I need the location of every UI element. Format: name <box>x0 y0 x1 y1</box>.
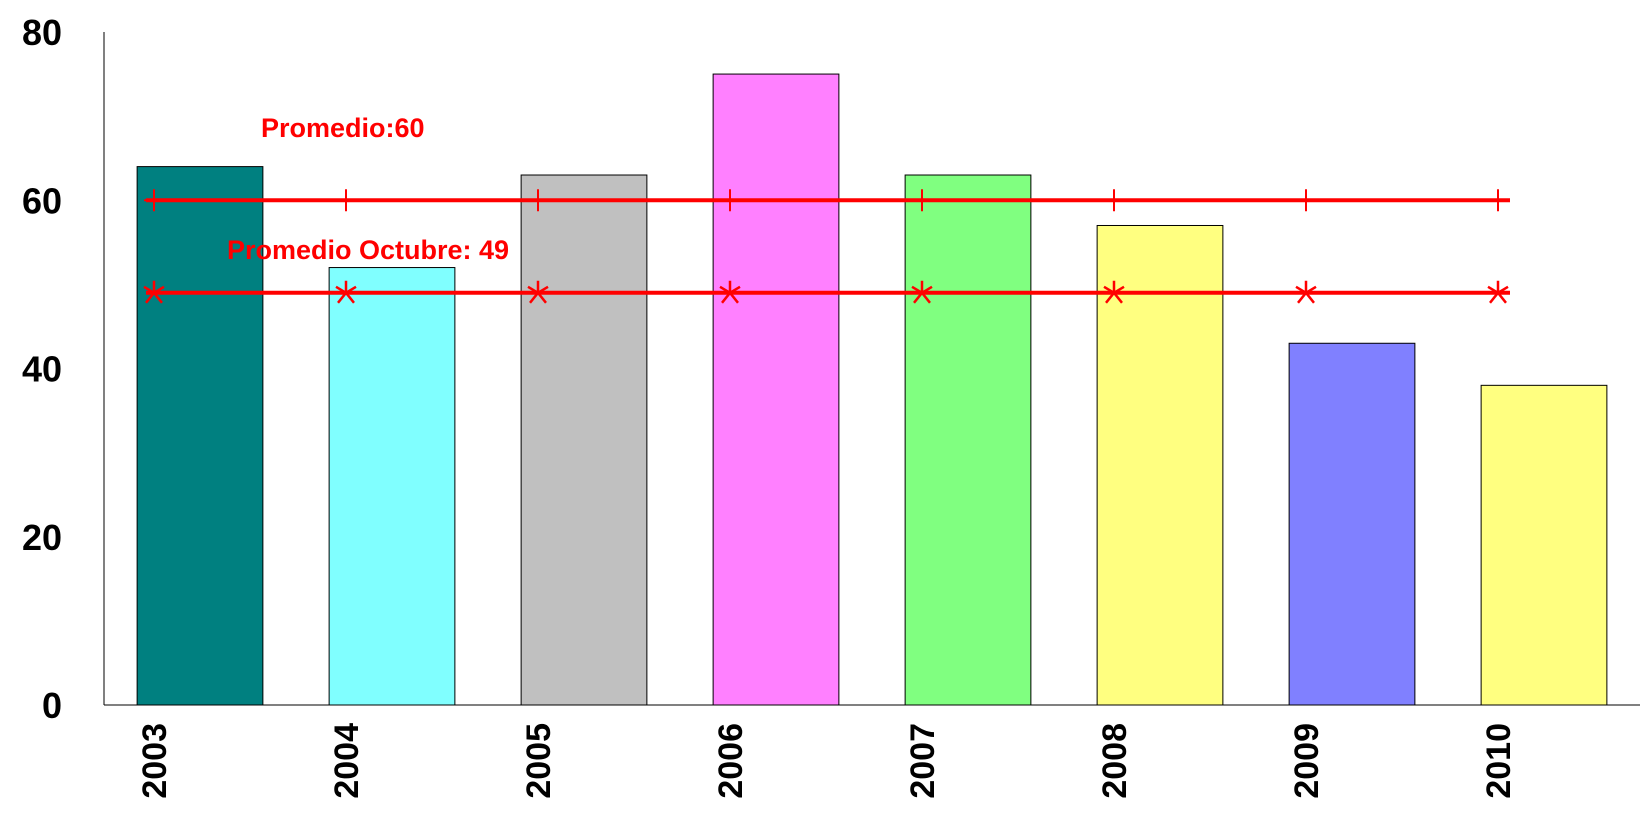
x-axis: 2003 2004 2005 2006 2007 2008 2009 2010 <box>104 704 1640 799</box>
asterisk-marker <box>1487 280 1509 304</box>
asterisk-marker <box>1295 280 1317 304</box>
asterisk-marker <box>143 280 165 304</box>
plus-marker <box>144 189 164 212</box>
asterisk-marker <box>527 280 549 304</box>
x-tick-label: 2004 <box>328 723 366 799</box>
reference-line-49 <box>143 280 1510 304</box>
y-tick-label: 40 <box>22 349 62 390</box>
asterisk-marker <box>719 280 741 304</box>
x-tick-label: 2010 <box>1480 723 1518 799</box>
plus-marker <box>720 189 740 212</box>
reference-line-60 <box>144 189 1510 212</box>
plus-marker <box>336 189 356 212</box>
x-tick-label: 2007 <box>904 723 942 799</box>
plus-marker <box>1488 189 1508 212</box>
asterisk-marker <box>1103 280 1125 304</box>
x-tick-label: 2009 <box>1288 723 1326 799</box>
asterisk-marker <box>335 280 357 304</box>
bar-2004 <box>328 267 456 706</box>
bar-2008 <box>1096 224 1224 706</box>
bar-2010 <box>1480 384 1608 706</box>
asterisk-marker <box>911 280 933 304</box>
bar-2005 <box>520 174 648 706</box>
y-tick-label: 60 <box>22 180 62 221</box>
bar-2007 <box>904 174 1032 706</box>
x-tick-label: 2005 <box>520 723 558 799</box>
plus-marker <box>1104 189 1124 212</box>
y-tick-label: 0 <box>42 685 62 726</box>
x-tick-label: 2008 <box>1096 723 1134 799</box>
reference-lines <box>143 189 1510 304</box>
annotation-promedio: Promedio:60 <box>261 113 425 143</box>
y-axis: 0 20 40 60 80 <box>22 12 105 726</box>
plus-marker <box>528 189 548 212</box>
x-tick-label: 2003 <box>136 723 174 799</box>
bars <box>136 73 1608 706</box>
y-tick-label: 20 <box>22 517 62 558</box>
plus-marker <box>1296 189 1316 212</box>
bar-2006 <box>712 73 840 706</box>
y-tick-label: 80 <box>22 12 62 53</box>
plus-marker <box>912 189 932 212</box>
bar-2009 <box>1288 342 1416 706</box>
x-tick-label: 2006 <box>712 723 750 799</box>
annotation-promedio-octubre: Promedio Octubre: 49 <box>227 235 509 265</box>
